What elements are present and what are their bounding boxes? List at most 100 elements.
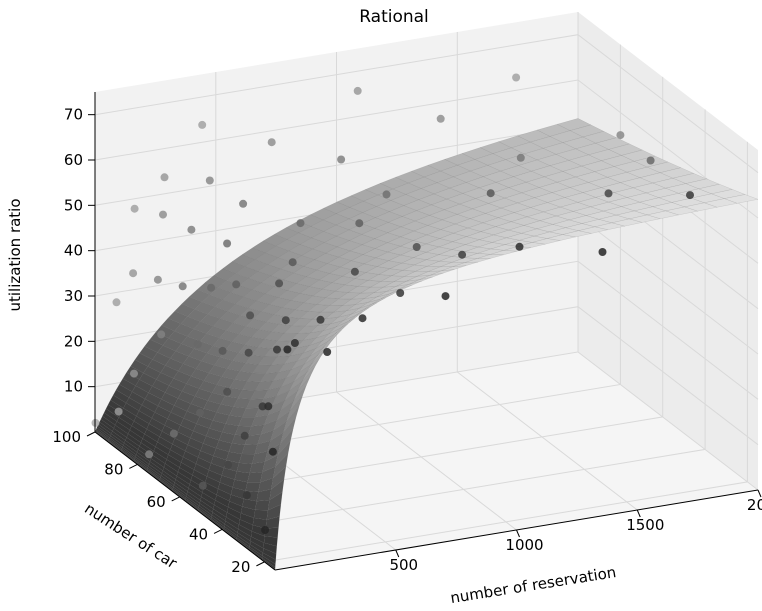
y-tick-mark: [171, 496, 180, 502]
tick-labels: 500 1000 1500 2000 20 40 60 80 100 10 20 30 40 50 60 70: [52, 106, 762, 576]
data-point: [486, 189, 495, 198]
y-axis-label: number of car: [81, 499, 181, 572]
data-point: [396, 289, 405, 297]
data-point: [296, 219, 305, 228]
data-point: [198, 481, 207, 490]
data-point: [264, 402, 273, 411]
data-point: [516, 153, 525, 162]
data-point: [604, 189, 613, 198]
data-point: [160, 173, 169, 182]
y-tick-label: 80: [104, 461, 123, 479]
data-point: [436, 114, 445, 123]
x-axis-label: number of reservation: [449, 563, 617, 607]
data-point: [187, 225, 196, 234]
data-point: [412, 243, 421, 251]
data-point: [112, 298, 121, 307]
data-point: [193, 340, 202, 349]
data-point: [218, 346, 227, 355]
data-point: [130, 369, 138, 378]
data-point: [178, 282, 187, 291]
surface-facet: [724, 194, 759, 204]
data-point: [244, 348, 253, 357]
data-point: [242, 491, 251, 500]
surface-facet: [236, 462, 253, 474]
data-point: [281, 316, 290, 325]
data-point: [267, 138, 276, 147]
z-tick-label: 60: [64, 151, 83, 169]
data-point: [598, 248, 607, 256]
side-pane: [578, 12, 758, 490]
x-tick-mark: [757, 489, 762, 498]
data-point: [224, 460, 233, 469]
y-tick-label: 20: [231, 558, 250, 576]
data-point: [223, 387, 232, 396]
data-point: [223, 239, 232, 248]
data-point: [316, 315, 325, 324]
x-tick-label: 2000: [747, 496, 762, 514]
x-tick-mark: [395, 549, 400, 558]
data-point: [441, 292, 450, 301]
data-point: [382, 190, 391, 199]
data-point: [205, 176, 214, 185]
data-point: [337, 155, 346, 164]
data-point: [169, 429, 178, 438]
z-tick-label: 20: [64, 332, 83, 350]
y-tick-label: 60: [147, 493, 166, 511]
data-point: [232, 280, 241, 289]
y-tick-mark: [86, 431, 96, 437]
data-point: [458, 250, 467, 259]
data-point: [159, 210, 167, 219]
surface-facet: [253, 509, 269, 520]
data-point: [275, 279, 284, 288]
z-tick-label: 70: [64, 106, 83, 124]
data-point: [261, 526, 270, 534]
y-tick-mark: [129, 464, 138, 469]
z-axis-label: utilization ratio: [6, 198, 24, 311]
z-tick-label: 40: [64, 242, 83, 260]
z-gridline: [94, 34, 759, 174]
data-point: [290, 339, 299, 347]
z-tick-label: 10: [64, 378, 83, 396]
y-tick-mark: [256, 561, 265, 567]
x-tick-label: 500: [389, 556, 418, 574]
data-point: [358, 314, 367, 323]
data-point: [268, 447, 277, 456]
surface-facet: [255, 499, 270, 511]
data-points: [91, 73, 694, 534]
data-point: [350, 267, 359, 276]
data-point: [196, 408, 204, 417]
data-point: [129, 269, 138, 278]
x-tick-label: 1000: [505, 536, 543, 554]
data-point: [512, 73, 521, 82]
x-tick-label: 1500: [626, 516, 664, 534]
data-point: [353, 86, 362, 95]
data-point: [515, 242, 524, 251]
chart-title: Rational: [359, 7, 429, 27]
z-tick-label: 30: [64, 287, 83, 305]
data-point: [355, 219, 364, 228]
data-point: [145, 450, 154, 459]
data-point: [646, 156, 655, 165]
data-point: [239, 199, 248, 208]
data-point: [616, 131, 625, 140]
data-point: [157, 330, 166, 339]
y-tick-label: 100: [52, 428, 81, 446]
data-point: [323, 348, 332, 356]
data-point: [153, 275, 162, 284]
z-gridline: [94, 79, 759, 219]
data-point: [130, 204, 139, 213]
data-point: [283, 345, 292, 354]
data-point: [273, 345, 281, 354]
data-point: [198, 120, 207, 129]
y-axis-line: [94, 431, 276, 571]
data-point: [686, 191, 694, 200]
data-point: [288, 258, 297, 267]
data-point: [240, 431, 249, 440]
x-tick-mark: [636, 509, 641, 518]
surface-facet: [247, 471, 263, 483]
rational-surface: [94, 118, 759, 571]
y-tick-mark: [213, 528, 223, 534]
data-point: [114, 407, 123, 416]
surface-facet: [245, 482, 261, 493]
